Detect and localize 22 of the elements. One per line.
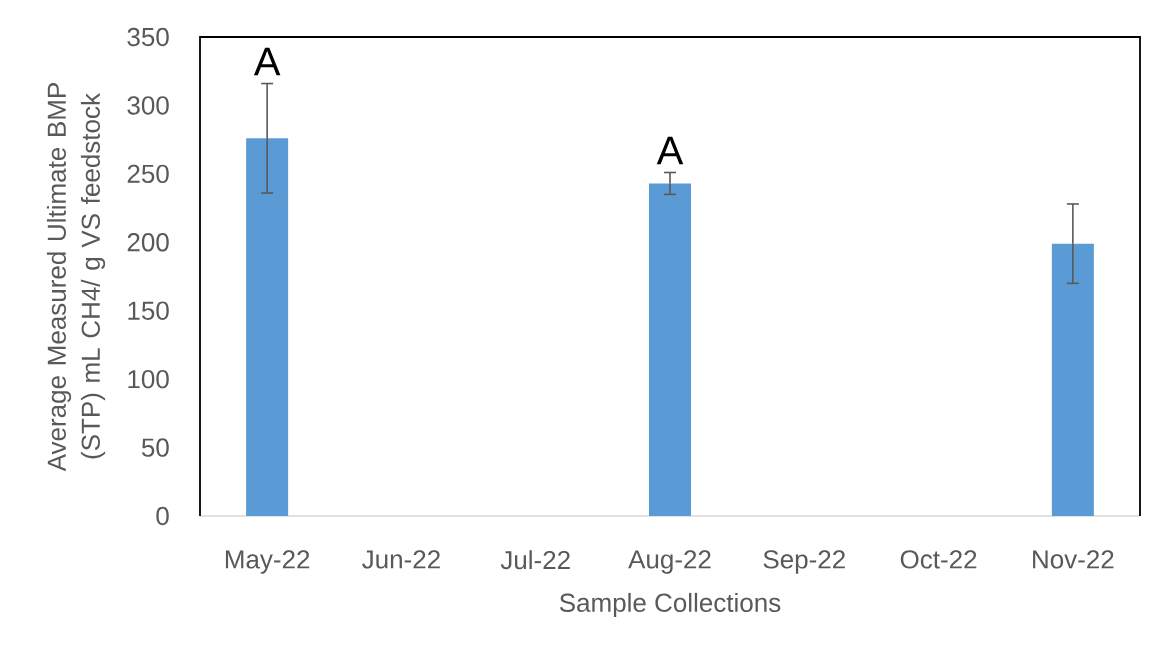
x-tick-label: Jul-22 [500, 550, 570, 570]
y-tick-label: 50 [141, 438, 169, 457]
x-tick-label: Oct-22 [900, 550, 977, 569]
y-tick-label: 100 [128, 369, 169, 389]
y-axis-title: Average Measured Ultimate BMP (STP) mL CH4/ g VS feedstock [46, 83, 106, 472]
bar [649, 183, 691, 516]
x-tick-label: May-22 [225, 550, 310, 574]
y-tick-label: 350 [127, 27, 169, 47]
y-tick-label: 250 [127, 164, 169, 184]
y-tick-label: 200 [127, 233, 169, 252]
y-tick-label: 150 [128, 301, 169, 320]
x-axis-title: Sample Collections [559, 592, 781, 618]
bar [1051, 243, 1094, 516]
x-tick-label: Sep-22 [763, 550, 845, 574]
x-tick-label: Nov-22 [1033, 550, 1114, 569]
x-tick-label: Jun-22 [362, 550, 440, 569]
x-tick-label: Aug-22 [628, 550, 711, 574]
y-tick-label: 0 [156, 506, 169, 526]
annotation: A [253, 47, 281, 76]
bar [246, 138, 289, 516]
annotation: A [656, 136, 684, 165]
y-tick-label: 300 [127, 96, 169, 115]
